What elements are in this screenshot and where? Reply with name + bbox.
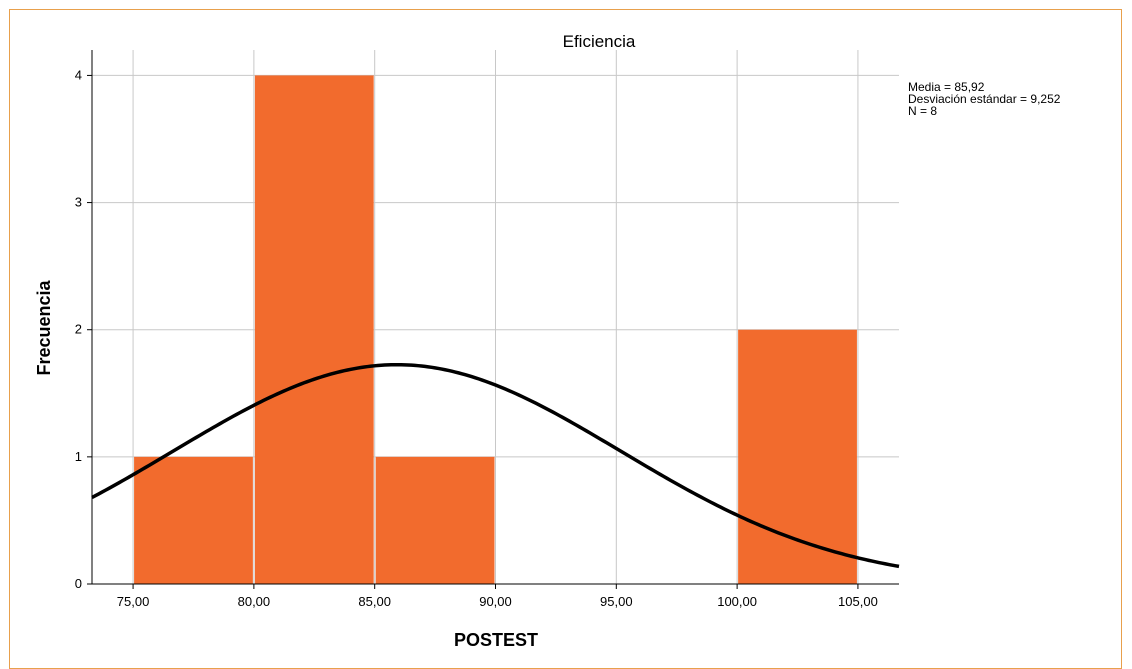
x-tick-label-2: 85,00	[358, 594, 391, 609]
stat-mean: Media = 85,92	[908, 80, 985, 94]
stats-box: Media = 85,92 Desviación estándar = 9,25…	[908, 80, 1061, 118]
y-tick-label-2: 2	[75, 322, 82, 337]
y-tick-labels: 0 1 2 3 4	[75, 67, 92, 591]
x-tick-labels: 75,00 80,00 85,00 90,00 95,00 100,00 105,00	[117, 584, 878, 609]
x-tick-label-4: 95,00	[600, 594, 633, 609]
y-tick-label-3: 3	[75, 195, 82, 210]
x-tick-label-5: 100,00	[717, 594, 757, 609]
bar-1	[254, 75, 374, 584]
stat-n: N = 8	[908, 104, 937, 118]
normal-curve	[91, 362, 900, 569]
chart-frame: Eficiencia 75,00 80,00 85,00 90,00 95,00 100,…	[9, 9, 1122, 669]
x-tick-label-6: 105,00	[838, 594, 878, 609]
x-tick-label-3: 90,00	[479, 594, 512, 609]
y-tick-label-4: 4	[75, 67, 82, 82]
chart-title: Eficiencia	[563, 32, 636, 51]
histogram-chart: Eficiencia 75,00 80,00 85,00 90,00 95,00 100,…	[34, 32, 1061, 650]
bar-0	[134, 456, 253, 584]
y-axis-title: Frecuencia	[34, 279, 54, 375]
bar-2	[375, 456, 495, 584]
x-tick-label-0: 75,00	[117, 594, 150, 609]
y-tick-label-0: 0	[75, 576, 82, 591]
x-axis-title: POSTEST	[454, 630, 538, 650]
y-tick-label-1: 1	[75, 449, 82, 464]
stat-stddev: Desviación estándar = 9,252	[908, 92, 1061, 106]
x-tick-label-1: 80,00	[238, 594, 271, 609]
bar-5	[738, 329, 857, 584]
